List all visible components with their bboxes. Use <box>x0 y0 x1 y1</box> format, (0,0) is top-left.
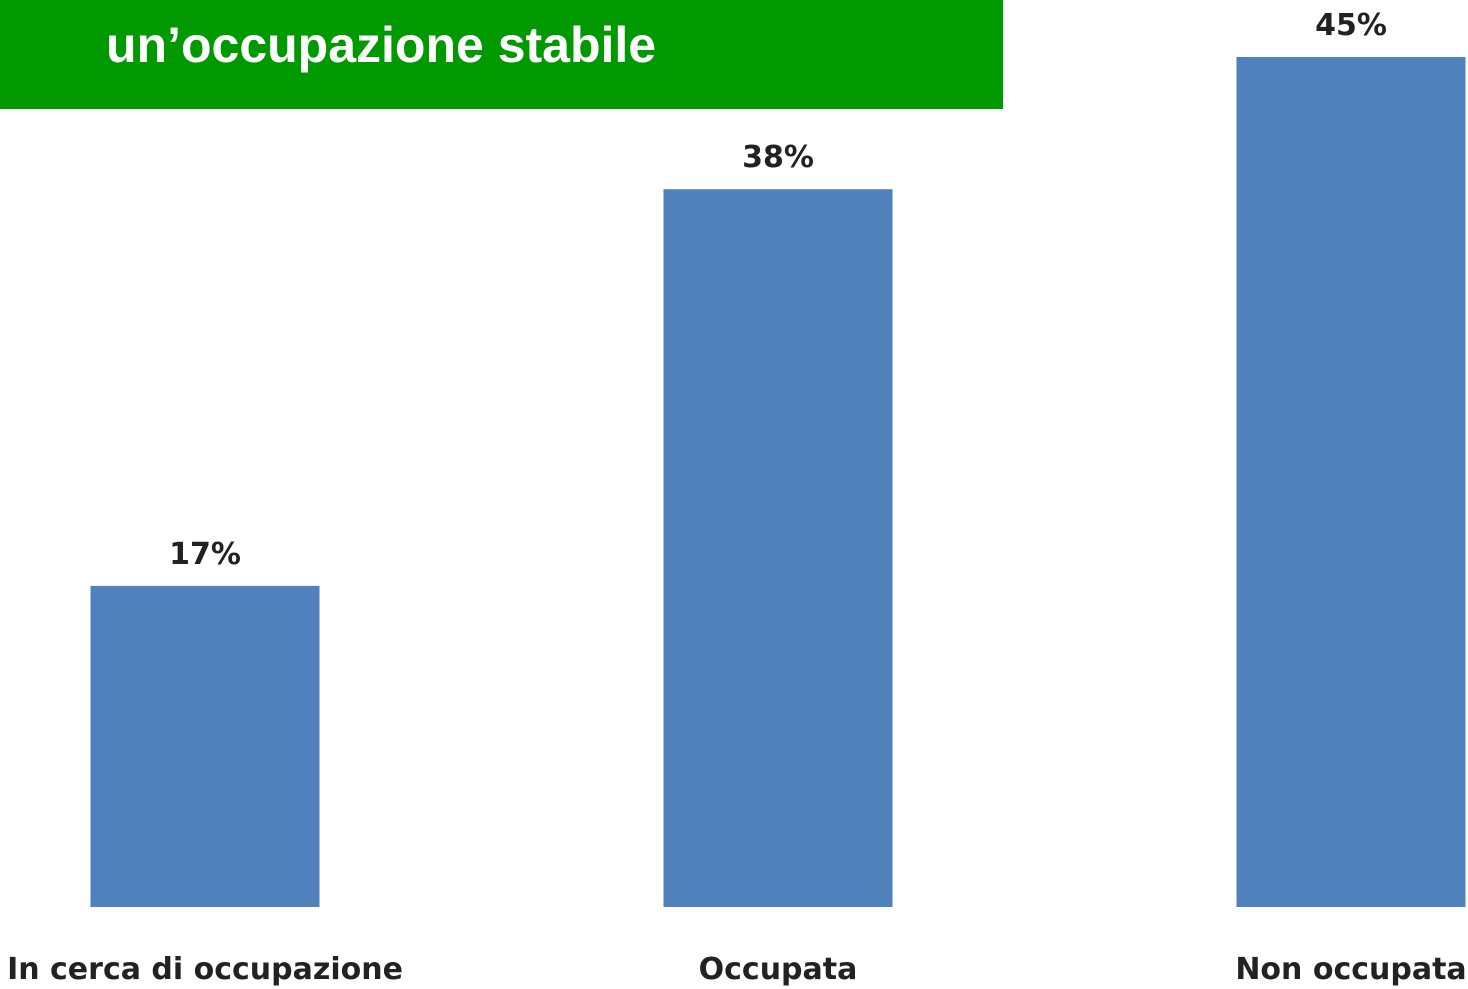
x-tick-label: In cerca di occupazione <box>7 952 403 987</box>
title-banner <box>0 0 1003 109</box>
value-label: 17% <box>169 537 241 572</box>
bar <box>90 585 320 907</box>
bar <box>663 189 893 907</box>
value-label: 38% <box>742 140 814 175</box>
x-tick-label: Non occupata <box>1235 952 1466 987</box>
bar <box>1236 57 1466 907</box>
value-label: 45% <box>1315 8 1387 43</box>
x-tick-label: Occupata <box>699 952 858 987</box>
chart-title: un’occupazione stabile <box>106 17 656 73</box>
